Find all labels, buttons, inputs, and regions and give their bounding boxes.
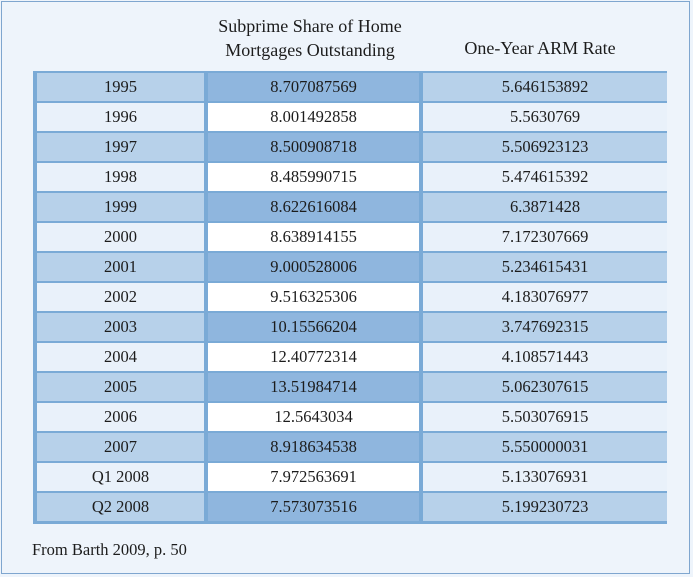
subprime-share-cell: 8.500908718 [208,133,419,161]
arm-rate-cell: 7.172307669 [423,223,667,251]
year-cell: 2007 [37,433,204,461]
arm-rate-cell: 3.747692315 [423,313,667,341]
header-subprime-share: Subprime Share of Home Mortgages Outstan… [218,16,402,60]
arm-rate-cell: 5.133076931 [423,463,667,491]
subprime-share-cell: 8.001492858 [208,103,419,131]
table-row: 2000 8.638914155 7.172307669 [37,223,667,251]
subprime-share-cell: 8.918634538 [208,433,419,461]
subprime-share-cell: 9.516325306 [208,283,419,311]
year-cell: 2003 [37,313,204,341]
table-row: 1997 8.500908718 5.506923123 [37,133,667,161]
data-table: 1995 8.707087569 5.646153892 1996 8.00149285… [33,71,667,524]
subprime-share-cell: 10.15566204 [208,313,419,341]
subprime-share-cell: 8.622616084 [208,193,419,221]
year-cell: Q2 2008 [37,493,204,521]
table-row: Q2 2008 7.573073516 5.199230723 [37,493,667,521]
subprime-share-cell: 12.40772314 [208,343,419,371]
arm-rate-cell: 5.474615392 [423,163,667,191]
year-cell: Q1 2008 [37,463,204,491]
table-row: 1999 8.622616084 6.3871428 [37,193,667,221]
year-cell: 2000 [37,223,204,251]
subprime-share-cell: 7.972563691 [208,463,419,491]
arm-rate-cell: 5.506923123 [423,133,667,161]
table-row: 2007 8.918634538 5.550000031 [37,433,667,461]
subprime-share-cell: 8.707087569 [208,73,419,101]
table-row: 2002 9.516325306 4.183076977 [37,283,667,311]
arm-rate-cell: 6.3871428 [423,193,667,221]
subprime-share-cell: 8.485990715 [208,163,419,191]
year-cell: 1995 [37,73,204,101]
table-row: 2004 12.40772314 4.108571443 [37,343,667,371]
table-row: 1996 8.001492858 5.5630769 [37,103,667,131]
table-row: 2001 9.000528006 5.234615431 [37,253,667,281]
arm-rate-cell: 5.550000031 [423,433,667,461]
table-row: 1998 8.485990715 5.474615392 [37,163,667,191]
arm-rate-cell: 4.183076977 [423,283,667,311]
year-cell: 1997 [37,133,204,161]
arm-rate-cell: 5.234615431 [423,253,667,281]
arm-rate-cell: 5.646153892 [423,73,667,101]
arm-rate-cell: 5.503076915 [423,403,667,431]
arm-rate-cell: 5.199230723 [423,493,667,521]
subprime-share-cell: 7.573073516 [208,493,419,521]
year-cell: 2001 [37,253,204,281]
subprime-share-cell: 8.638914155 [208,223,419,251]
arm-rate-cell: 5.062307615 [423,373,667,401]
arm-rate-cell: 5.5630769 [423,103,667,131]
table-row: 1995 8.707087569 5.646153892 [37,73,667,101]
subprime-share-cell: 12.5643034 [208,403,419,431]
year-cell: 1998 [37,163,204,191]
subprime-share-cell: 13.51984714 [208,373,419,401]
year-cell: 1999 [37,193,204,221]
year-cell: 1996 [37,103,204,131]
year-cell: 2004 [37,343,204,371]
source-note: From Barth 2009, p. 50 [32,540,187,559]
table-row: 2006 12.5643034 5.503076915 [37,403,667,431]
year-cell: 2005 [37,373,204,401]
year-cell: 2002 [37,283,204,311]
table-row: Q1 2008 7.972563691 5.133076931 [37,463,667,491]
year-cell: 2006 [37,403,204,431]
header-arm-rate: One-Year ARM Rate [464,38,616,58]
subprime-share-cell: 9.000528006 [208,253,419,281]
table-row: 2005 13.51984714 5.062307615 [37,373,667,401]
table-row: 2003 10.15566204 3.747692315 [37,313,667,341]
arm-rate-cell: 4.108571443 [423,343,667,371]
